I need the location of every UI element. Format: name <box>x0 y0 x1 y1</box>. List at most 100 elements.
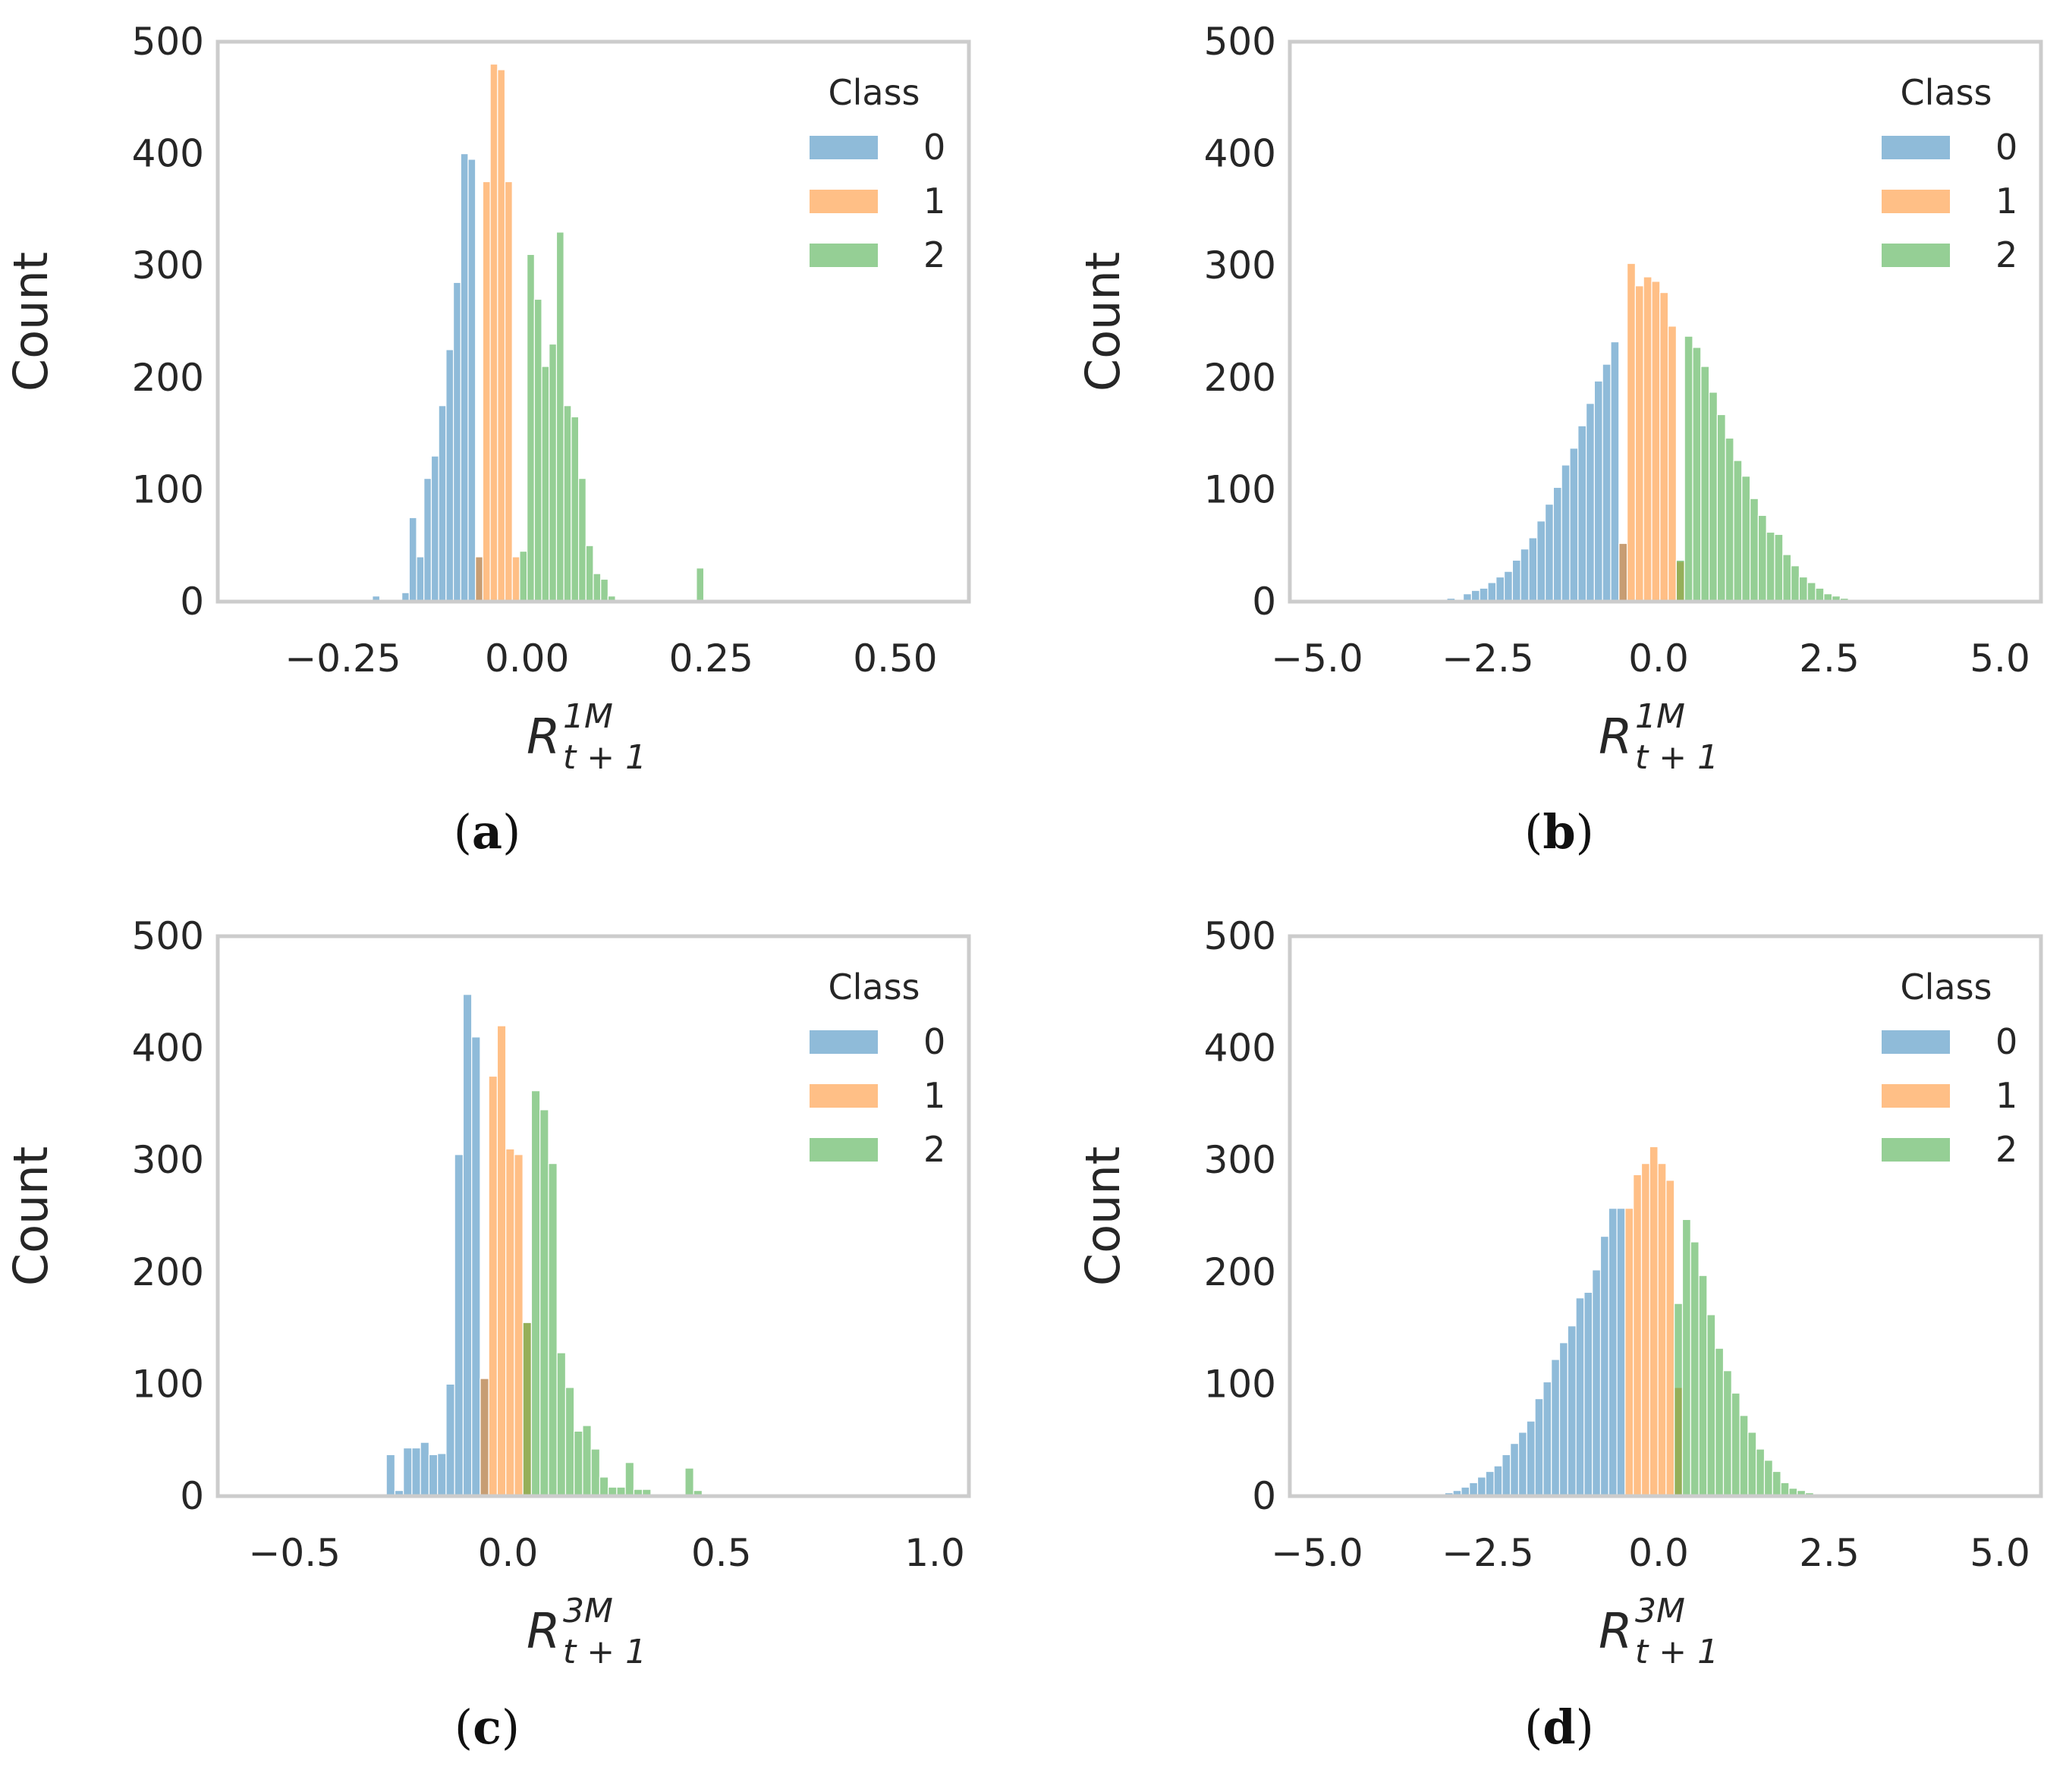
panel-letter: c <box>473 1699 502 1755</box>
bar <box>1651 281 1661 602</box>
series-0 <box>385 994 489 1497</box>
bar <box>1526 1420 1536 1497</box>
bar <box>1593 380 1603 602</box>
bar <box>1517 1432 1527 1497</box>
bar <box>599 1476 609 1497</box>
bar <box>1791 565 1800 602</box>
y-tick-label: 500 <box>132 914 204 958</box>
x-label-base: R <box>1599 709 1632 766</box>
bar <box>1544 503 1554 602</box>
series-2 <box>1675 335 1857 602</box>
bar <box>556 1352 567 1497</box>
legend-label: 0 <box>1995 1021 2017 1062</box>
bar <box>1476 1476 1486 1497</box>
x-tick-label: −5.0 <box>1271 1531 1363 1575</box>
y-tick-label: 500 <box>1204 914 1276 958</box>
bar <box>1534 1397 1544 1497</box>
bar <box>1552 486 1562 602</box>
legend-title: Class <box>828 967 920 1008</box>
legend-swatch <box>1882 190 1950 213</box>
legend-label: 2 <box>923 1129 945 1170</box>
bar <box>1634 285 1644 602</box>
panel-letter: b <box>1542 804 1575 860</box>
bar <box>1798 576 1808 602</box>
x-axis-label: R 3Mt + 1 <box>527 1592 646 1671</box>
bar <box>1479 587 1489 602</box>
y-tick-label: 300 <box>1204 244 1276 288</box>
panel-label: (b) <box>1524 804 1594 860</box>
legend-swatch <box>1882 1030 1950 1054</box>
y-tick-label: 200 <box>1204 1250 1276 1294</box>
x-label-base: R <box>527 709 560 766</box>
panel-label: (a) <box>454 804 521 860</box>
bar <box>1665 1180 1675 1497</box>
y-tick-label: 100 <box>132 1362 204 1406</box>
series-1 <box>475 63 520 602</box>
legend-title: Class <box>1900 72 1992 113</box>
bar <box>1602 363 1612 602</box>
bar <box>460 153 469 602</box>
x-tick-label: 0.50 <box>853 637 937 681</box>
bar <box>1739 1415 1749 1497</box>
bar <box>1618 542 1628 602</box>
x-axis-label: R 1Mt + 1 <box>527 697 646 777</box>
bar <box>1782 554 1792 602</box>
x-label-sub: t + 1 <box>563 1633 646 1671</box>
x-tick-label: −2.5 <box>1442 1531 1533 1575</box>
legend-swatch <box>810 1138 878 1162</box>
bar <box>1502 1454 1511 1497</box>
bar <box>1741 476 1751 602</box>
x-label-sub: t + 1 <box>1635 738 1719 777</box>
bar <box>423 478 432 602</box>
bar <box>530 1090 541 1497</box>
bar <box>541 366 550 602</box>
x-tick-label: 0.0 <box>478 1531 539 1575</box>
bar <box>1807 582 1816 602</box>
x-tick-label: 0.00 <box>485 637 569 681</box>
bar <box>1657 1163 1667 1497</box>
bar <box>475 556 484 602</box>
series-2 <box>522 1090 703 1497</box>
legend-label: 0 <box>923 1021 945 1062</box>
legend-swatch <box>810 1030 878 1054</box>
x-tick-label: −0.5 <box>249 1531 341 1575</box>
bar <box>1493 1465 1503 1497</box>
y-tick-label: 300 <box>132 244 204 288</box>
bar <box>1716 413 1726 602</box>
axes-frame <box>215 934 971 1498</box>
bar <box>1772 1470 1781 1497</box>
bar <box>1599 1235 1609 1497</box>
y-tick-label: 100 <box>1204 1362 1276 1406</box>
x-tick-label: −2.5 <box>1442 637 1533 681</box>
bar <box>454 1154 464 1497</box>
x-tick-label: 2.5 <box>1799 1531 1860 1575</box>
x-tick-label: −0.25 <box>285 637 401 681</box>
bar <box>411 1447 421 1497</box>
bar <box>684 1467 694 1497</box>
bar <box>505 1148 515 1497</box>
series-1 <box>1618 263 1685 602</box>
bar <box>539 1109 549 1497</box>
bar <box>1624 1208 1634 1497</box>
bar <box>1528 537 1538 602</box>
x-label-sup: 3M <box>563 1592 613 1630</box>
panel-label: (c) <box>454 1699 520 1755</box>
y-tick-label: 500 <box>1204 20 1276 64</box>
y-axis-label: Count <box>1075 1146 1130 1286</box>
bar <box>1643 276 1652 602</box>
bar <box>527 253 535 602</box>
bar <box>1583 1291 1593 1497</box>
y-tick-label: 200 <box>132 1250 204 1294</box>
bar <box>1774 533 1784 602</box>
bar <box>1649 1146 1659 1497</box>
bar <box>480 1378 489 1497</box>
bar <box>452 281 461 602</box>
y-tick-label: 0 <box>1252 1474 1276 1518</box>
legend-title: Class <box>1900 967 1992 1008</box>
legend-swatch <box>810 244 878 267</box>
bar <box>445 1383 455 1497</box>
